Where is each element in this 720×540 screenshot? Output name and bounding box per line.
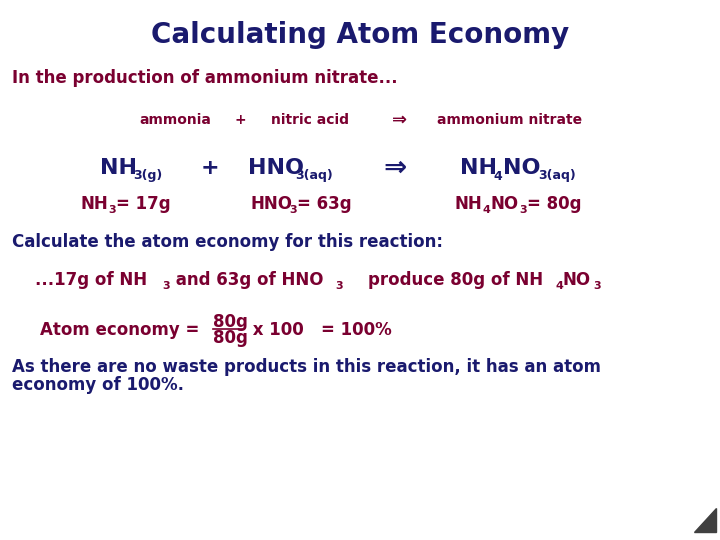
Text: 80g: 80g	[213, 313, 248, 331]
Text: 3(aq): 3(aq)	[538, 170, 576, 183]
Text: NH: NH	[455, 195, 482, 213]
Text: +: +	[234, 113, 246, 127]
Text: 3(g): 3(g)	[133, 170, 162, 183]
Text: HNO: HNO	[250, 195, 292, 213]
Text: +: +	[201, 158, 220, 178]
Text: Calculating Atom Economy: Calculating Atom Economy	[151, 21, 569, 49]
Text: NH: NH	[100, 158, 137, 178]
Text: ⇒: ⇒	[383, 154, 407, 182]
Text: = 17g: = 17g	[116, 195, 171, 213]
Text: NH: NH	[460, 158, 497, 178]
Text: 3: 3	[108, 205, 116, 215]
Text: 3: 3	[335, 281, 343, 291]
Text: HNO: HNO	[248, 158, 304, 178]
Text: ammonium nitrate: ammonium nitrate	[438, 113, 582, 127]
Text: economy of 100%.: economy of 100%.	[12, 376, 184, 394]
Text: Calculate the atom economy for this reaction:: Calculate the atom economy for this reac…	[12, 233, 443, 251]
Text: 3: 3	[289, 205, 297, 215]
Text: As there are no waste products in this reaction, it has an atom: As there are no waste products in this r…	[12, 358, 601, 376]
Text: Atom economy =: Atom economy =	[40, 321, 205, 339]
Text: NO: NO	[563, 271, 591, 289]
Text: 4: 4	[493, 170, 502, 183]
Text: 3: 3	[519, 205, 526, 215]
Text: In the production of ammonium nitrate...: In the production of ammonium nitrate...	[12, 69, 397, 87]
Text: = 63g: = 63g	[297, 195, 351, 213]
Text: NH: NH	[80, 195, 108, 213]
Text: ⇒: ⇒	[392, 111, 408, 129]
Text: 3(aq): 3(aq)	[295, 170, 333, 183]
Text: 3: 3	[593, 281, 600, 291]
Text: nitric acid: nitric acid	[271, 113, 349, 127]
Text: x 100   = 100%: x 100 = 100%	[247, 321, 392, 339]
Text: = 80g: = 80g	[527, 195, 582, 213]
Text: 4: 4	[555, 281, 563, 291]
Text: ...17g of NH: ...17g of NH	[35, 271, 147, 289]
Text: 3: 3	[162, 281, 170, 291]
Text: and 63g of HNO: and 63g of HNO	[170, 271, 323, 289]
Text: NO: NO	[503, 158, 541, 178]
Polygon shape	[694, 508, 716, 532]
Text: produce 80g of NH: produce 80g of NH	[345, 271, 543, 289]
Text: NO: NO	[491, 195, 519, 213]
Text: 80g: 80g	[213, 329, 248, 347]
Text: ammonia: ammonia	[139, 113, 211, 127]
Text: 4: 4	[483, 205, 491, 215]
